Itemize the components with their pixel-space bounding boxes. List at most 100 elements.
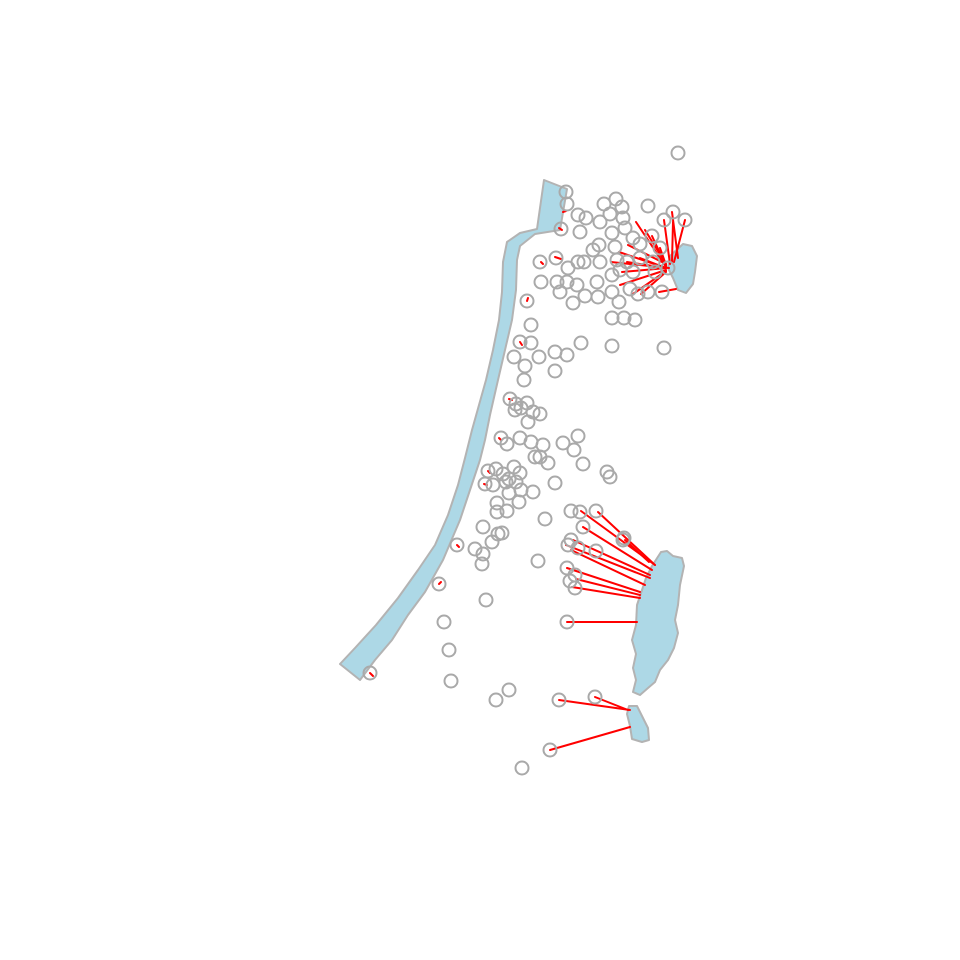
- site-marker: [588, 503, 604, 519]
- site-marker: [549, 274, 565, 290]
- site-marker: [654, 284, 670, 300]
- site-marker: [670, 145, 686, 161]
- nearest-water-link: [549, 726, 631, 751]
- site-marker: [570, 207, 586, 223]
- site-marker: [570, 540, 586, 556]
- site-marker: [547, 344, 563, 360]
- site-marker: [604, 225, 620, 241]
- site-marker: [609, 252, 625, 268]
- site-marker: [665, 204, 681, 220]
- site-marker: [542, 742, 558, 758]
- site-marker: [604, 338, 620, 354]
- site-marker: [443, 673, 459, 689]
- site-marker: [647, 264, 663, 280]
- site-marker: [560, 260, 576, 276]
- site-marker: [652, 240, 668, 256]
- site-marker: [516, 372, 532, 388]
- site-marker: [499, 436, 515, 452]
- site-marker: [644, 228, 660, 244]
- nearest-water-link: [558, 699, 631, 711]
- site-marker: [512, 465, 528, 481]
- coastal-strip: [339, 179, 568, 681]
- southern-pond: [626, 705, 650, 743]
- site-marker: [532, 254, 548, 270]
- site-marker: [552, 284, 568, 300]
- nearest-water-link: [519, 341, 523, 346]
- site-marker: [656, 340, 672, 356]
- site-marker: [535, 437, 551, 453]
- site-marker: [531, 349, 547, 365]
- site-marker: [563, 503, 579, 519]
- nearest-water-link: [671, 211, 679, 259]
- site-marker: [588, 543, 604, 559]
- water-layer: [339, 179, 698, 743]
- southern-lake: [631, 550, 685, 696]
- site-marker: [559, 347, 575, 363]
- site-marker: [592, 254, 608, 270]
- site-marker: [489, 495, 505, 511]
- nearest-water-link: [438, 581, 442, 585]
- site-marker: [362, 665, 378, 681]
- site-marker: [559, 614, 575, 630]
- site-marker: [475, 519, 491, 535]
- site-marker: [517, 358, 533, 374]
- site-marker: [565, 295, 581, 311]
- site-marker: [627, 312, 643, 328]
- site-marker: [616, 310, 632, 326]
- site-marker: [508, 474, 524, 490]
- site-marker: [572, 504, 588, 520]
- site-marker: [474, 556, 490, 572]
- site-marker: [551, 692, 567, 708]
- site-marker: [523, 335, 539, 351]
- nearest-water-link: [635, 221, 667, 268]
- site-marker: [523, 317, 539, 333]
- site-marker: [677, 212, 693, 228]
- site-marker: [475, 546, 491, 562]
- site-marker: [511, 494, 527, 510]
- site-marker: [560, 537, 576, 553]
- site-marker: [506, 349, 522, 365]
- observation-sites: [362, 145, 693, 776]
- site-marker: [589, 274, 605, 290]
- site-marker: [559, 196, 575, 212]
- nearest-water-link: [540, 261, 544, 265]
- site-marker: [530, 553, 546, 569]
- site-marker: [578, 210, 594, 226]
- site-marker: [537, 511, 553, 527]
- site-marker: [604, 284, 620, 300]
- nearest-water-link: [582, 526, 653, 571]
- nearest-water-link: [597, 511, 656, 566]
- nearest-water-link: [558, 227, 563, 231]
- site-marker: [625, 264, 641, 280]
- nearest-water-link: [575, 578, 641, 596]
- site-marker: [602, 469, 618, 485]
- site-marker: [507, 402, 523, 418]
- nearest-water-link: [571, 586, 641, 599]
- site-marker: [490, 526, 506, 542]
- site-marker: [585, 242, 601, 258]
- site-marker: [540, 455, 556, 471]
- site-marker: [501, 682, 517, 698]
- nearest-water-link: [369, 672, 374, 677]
- site-marker: [660, 260, 676, 276]
- site-marker: [592, 214, 608, 230]
- nearest-water-link: [570, 549, 646, 586]
- site-marker: [567, 580, 583, 596]
- site-marker: [573, 335, 589, 351]
- site-marker: [547, 363, 563, 379]
- site-marker: [478, 592, 494, 608]
- site-marker: [523, 434, 539, 450]
- site-marker: [566, 442, 582, 458]
- site-marker: [575, 519, 591, 535]
- site-marker: [548, 250, 564, 266]
- site-marker: [488, 692, 504, 708]
- site-marker: [615, 210, 631, 226]
- site-marker: [477, 476, 493, 492]
- site-marker: [645, 254, 661, 270]
- site-marker: [547, 475, 563, 491]
- site-marker: [559, 274, 575, 290]
- site-marker: [519, 293, 535, 309]
- site-marker: [604, 267, 620, 283]
- nearest-water-link: [671, 221, 674, 263]
- nearest-water-link: [498, 437, 502, 441]
